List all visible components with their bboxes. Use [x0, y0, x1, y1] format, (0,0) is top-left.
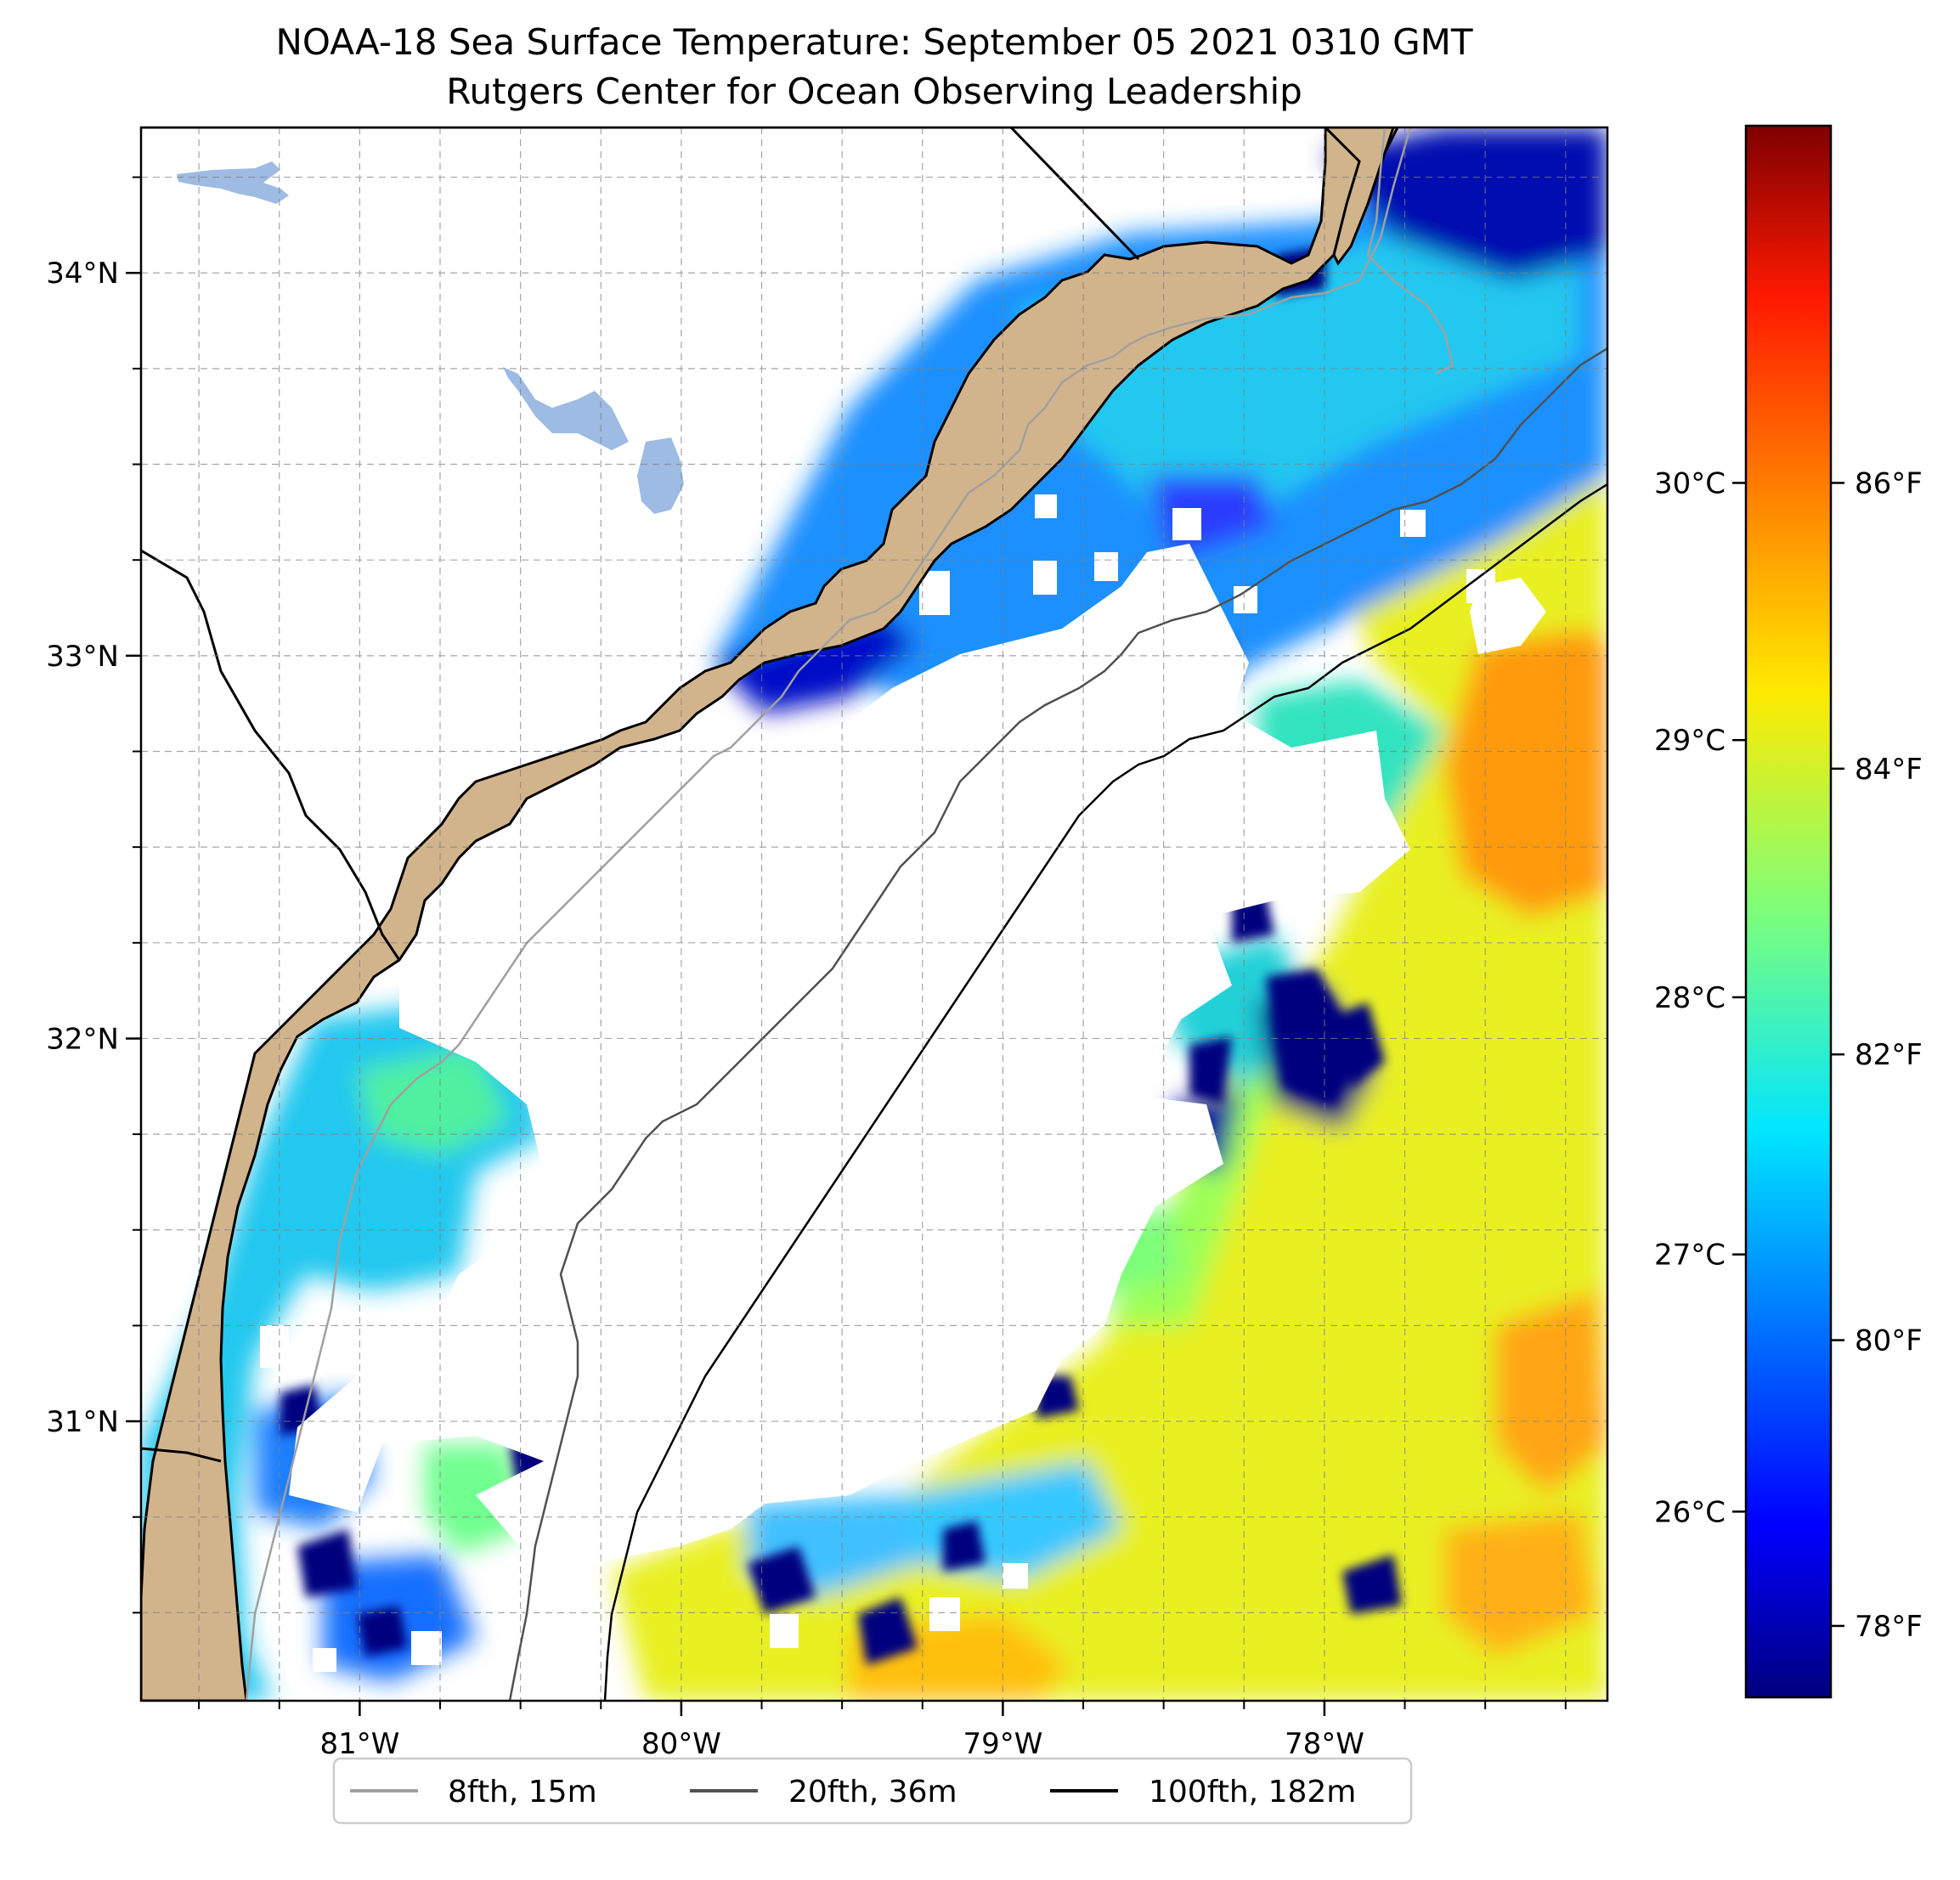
lat-tick-label: 34°N [46, 257, 119, 291]
legend-box [332, 1757, 1413, 1825]
figure-title-line1: NOAA-18 Sea Surface Temperature: Septemb… [275, 21, 1472, 63]
lat-tick-label: 32°N [46, 1022, 119, 1056]
state-borders [141, 127, 1140, 1463]
figure-title-line2: Rutgers Center for Ocean Observing Leade… [446, 71, 1302, 112]
legend-label-8fth: 8fth, 15m [448, 1775, 597, 1809]
lon-tick-label: 78°W [1285, 1727, 1364, 1761]
cbar-fahrenheit-label: 86°F [1855, 466, 1923, 500]
cbar-celsius-label: 27°C [1654, 1239, 1726, 1273]
land [141, 127, 1399, 1701]
contour-8fth [245, 127, 1454, 1701]
lat-axis: 34°N 33°N 32°N 31°N [46, 176, 141, 1614]
lon-tick-label: 79°W [963, 1727, 1042, 1761]
cbar-celsius-label: 30°C [1654, 466, 1726, 500]
cbar-celsius-label: 28°C [1654, 981, 1726, 1015]
legend-entry-8fth: 8fth, 15m [350, 1775, 597, 1809]
lon-axis: 81°W 80°W 79°W 78°W [198, 1701, 1567, 1761]
lakes [177, 161, 684, 514]
lon-tick-label: 80°W [641, 1727, 721, 1761]
cbar-fahrenheit-label: 84°F [1855, 753, 1923, 787]
colorbar-celsius-ticks: 30°C 29°C 28°C 27°C 26°C [1654, 466, 1746, 1529]
contour-20fth [508, 347, 1607, 1701]
map-frame [139, 126, 1609, 1702]
legend-entry-20fth: 20fth, 36m [690, 1775, 957, 1809]
colorbar-gradient [1744, 124, 1833, 1699]
colorbar-fahrenheit-ticks: 86°F 84°F 82°F 80°F 78°F [1831, 466, 1923, 1644]
cbar-fahrenheit-label: 80°F [1855, 1324, 1923, 1358]
legend-entry-100fth: 100fth, 182m [1050, 1775, 1356, 1809]
contour-legend: 8fth, 15m 20fth, 36m 100fth, 182m [332, 1757, 1413, 1825]
colorbar: 30°C 29°C 28°C 27°C 26°C 86°F 84°F 82°F 80°F 78°… [1654, 124, 1923, 1699]
gridlines [141, 127, 1607, 1701]
map-plot [141, 127, 1607, 1701]
lon-tick-label: 81°W [319, 1727, 399, 1761]
contour-100fth [603, 483, 1607, 1701]
legend-label-100fth: 100fth, 182m [1149, 1775, 1356, 1809]
lat-tick-label: 31°N [46, 1405, 119, 1439]
legend-label-20fth: 20fth, 36m [788, 1775, 957, 1809]
lat-tick-label: 33°N [46, 640, 119, 674]
cbar-fahrenheit-label: 78°F [1855, 1610, 1923, 1644]
cbar-celsius-label: 26°C [1654, 1495, 1726, 1529]
cbar-celsius-label: 29°C [1654, 724, 1726, 758]
cbar-fahrenheit-label: 82°F [1855, 1038, 1923, 1072]
